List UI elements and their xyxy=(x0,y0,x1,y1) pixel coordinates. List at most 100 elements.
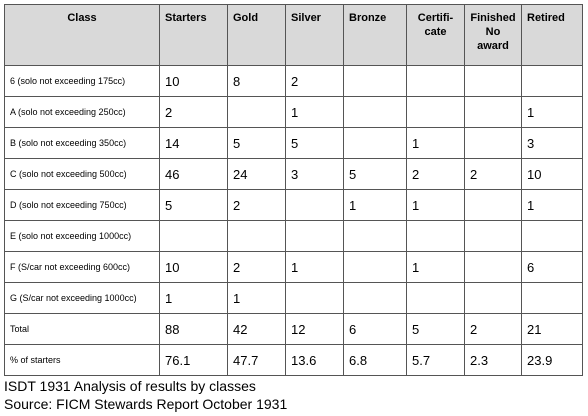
table-cell: 1 xyxy=(159,282,228,314)
row-label: G (S/car not exceeding 1000cc) xyxy=(4,282,160,314)
table-body: 6 (solo not exceeding 175cc) 10 8 2 A (solo … xyxy=(4,65,583,376)
table-cell: 5 xyxy=(406,313,465,345)
column-header: Gold xyxy=(227,4,286,66)
table-cell xyxy=(464,220,522,252)
table-cell: 6.8 xyxy=(343,344,407,376)
caption-source: Source: FICM Stewards Report October 193… xyxy=(4,396,288,412)
table-cell xyxy=(464,189,522,221)
table-cell xyxy=(521,282,583,314)
table-cell: 1 xyxy=(406,127,465,159)
column-header: Retired xyxy=(521,4,583,66)
table-cell xyxy=(464,282,522,314)
column-header: Bronze xyxy=(343,4,407,66)
table-cell: 2 xyxy=(285,65,344,97)
table-cell xyxy=(521,65,583,97)
table-cell: 5 xyxy=(343,158,407,190)
column-header: Class xyxy=(4,4,160,66)
header-row: Class Starters Gold Silver Bronze Certifi- ca… xyxy=(4,4,583,66)
row-label: 6 (solo not exceeding 175cc) xyxy=(4,65,160,97)
table-cell: 88 xyxy=(159,313,228,345)
table-cell: 21 xyxy=(521,313,583,345)
table-cell xyxy=(521,220,583,252)
table-cell: 76.1 xyxy=(159,344,228,376)
table-cell: 2 xyxy=(464,313,522,345)
table-cell xyxy=(343,127,407,159)
table-cell xyxy=(343,65,407,97)
table-cell xyxy=(464,251,522,283)
table-cell: 24 xyxy=(227,158,286,190)
table-cell xyxy=(343,251,407,283)
table-cell: 2 xyxy=(227,251,286,283)
table-cell: 1 xyxy=(521,96,583,128)
table-cell: 47.7 xyxy=(227,344,286,376)
table-cell xyxy=(406,282,465,314)
row-label: F (S/car not exceeding 600cc) xyxy=(4,251,160,283)
table-cell xyxy=(464,65,522,97)
table-cell: 5.7 xyxy=(406,344,465,376)
row-label: A (solo not exceeding 250cc) xyxy=(4,96,160,128)
table-cell xyxy=(343,220,407,252)
table-cell: 10 xyxy=(159,65,228,97)
table-cell: 1 xyxy=(285,96,344,128)
table-cell: 10 xyxy=(159,251,228,283)
table-cell: 8 xyxy=(227,65,286,97)
table-cell: 3 xyxy=(285,158,344,190)
table-cell: 1 xyxy=(343,189,407,221)
table-cell: 2 xyxy=(159,96,228,128)
table-cell: 12 xyxy=(285,313,344,345)
row-label: % of starters xyxy=(4,344,160,376)
table-row: E (solo not exceeding 1000cc) xyxy=(4,220,583,252)
table-cell: 13.6 xyxy=(285,344,344,376)
row-label: E (solo not exceeding 1000cc) xyxy=(4,220,160,252)
row-label: C (solo not exceeding 500cc) xyxy=(4,158,160,190)
table-cell: 1 xyxy=(406,251,465,283)
table-cell: 1 xyxy=(521,189,583,221)
column-header: Finished No award xyxy=(464,4,522,66)
table-cell: 3 xyxy=(521,127,583,159)
column-header: Certifi- cate xyxy=(406,4,465,66)
table-cell xyxy=(343,96,407,128)
column-header: Starters xyxy=(159,4,228,66)
table-cell: 23.9 xyxy=(521,344,583,376)
table-cell: 2 xyxy=(227,189,286,221)
table-row: Total 88 42 12 6 5 2 21 xyxy=(4,313,583,345)
table-row: A (solo not exceeding 250cc) 2 1 1 xyxy=(4,96,583,128)
table-cell: 6 xyxy=(343,313,407,345)
table-cell xyxy=(406,220,465,252)
table-cell: 6 xyxy=(521,251,583,283)
table-cell: 14 xyxy=(159,127,228,159)
table-cell xyxy=(406,96,465,128)
row-label: B (solo not exceeding 350cc) xyxy=(4,127,160,159)
results-table: Class Starters Gold Silver Bronze Certifi- ca… xyxy=(4,4,583,376)
table-cell: 1 xyxy=(285,251,344,283)
table-cell xyxy=(406,65,465,97)
table-row: F (S/car not exceeding 600cc) 10 2 1 1 6 xyxy=(4,251,583,283)
table-cell xyxy=(285,220,344,252)
table-cell: 2 xyxy=(406,158,465,190)
table-row: C (solo not exceeding 500cc) 46 24 3 5 2 2 10 xyxy=(4,158,583,190)
table-cell: 5 xyxy=(227,127,286,159)
row-label: Total xyxy=(4,313,160,345)
table-cell: 2 xyxy=(464,158,522,190)
table-cell: 42 xyxy=(227,313,286,345)
table-cell xyxy=(285,282,344,314)
table-cell xyxy=(159,220,228,252)
row-label: D (solo not exceeding 750cc) xyxy=(4,189,160,221)
table-cell: 10 xyxy=(521,158,583,190)
table-cell: 1 xyxy=(406,189,465,221)
table-cell xyxy=(227,220,286,252)
caption-title: ISDT 1931 Analysis of results by classes xyxy=(4,378,256,394)
table-cell: 1 xyxy=(227,282,286,314)
table-cell xyxy=(227,96,286,128)
table-row: 6 (solo not exceeding 175cc) 10 8 2 xyxy=(4,65,583,97)
table-cell xyxy=(464,127,522,159)
table-cell: 46 xyxy=(159,158,228,190)
table-row: G (S/car not exceeding 1000cc) 1 1 xyxy=(4,282,583,314)
table-cell xyxy=(343,282,407,314)
table-row: B (solo not exceeding 350cc) 14 5 5 1 3 xyxy=(4,127,583,159)
column-header: Silver xyxy=(285,4,344,66)
table-cell xyxy=(285,189,344,221)
table-cell xyxy=(464,96,522,128)
table-header: Class Starters Gold Silver Bronze Certifi- ca… xyxy=(4,4,583,66)
table-cell: 5 xyxy=(159,189,228,221)
